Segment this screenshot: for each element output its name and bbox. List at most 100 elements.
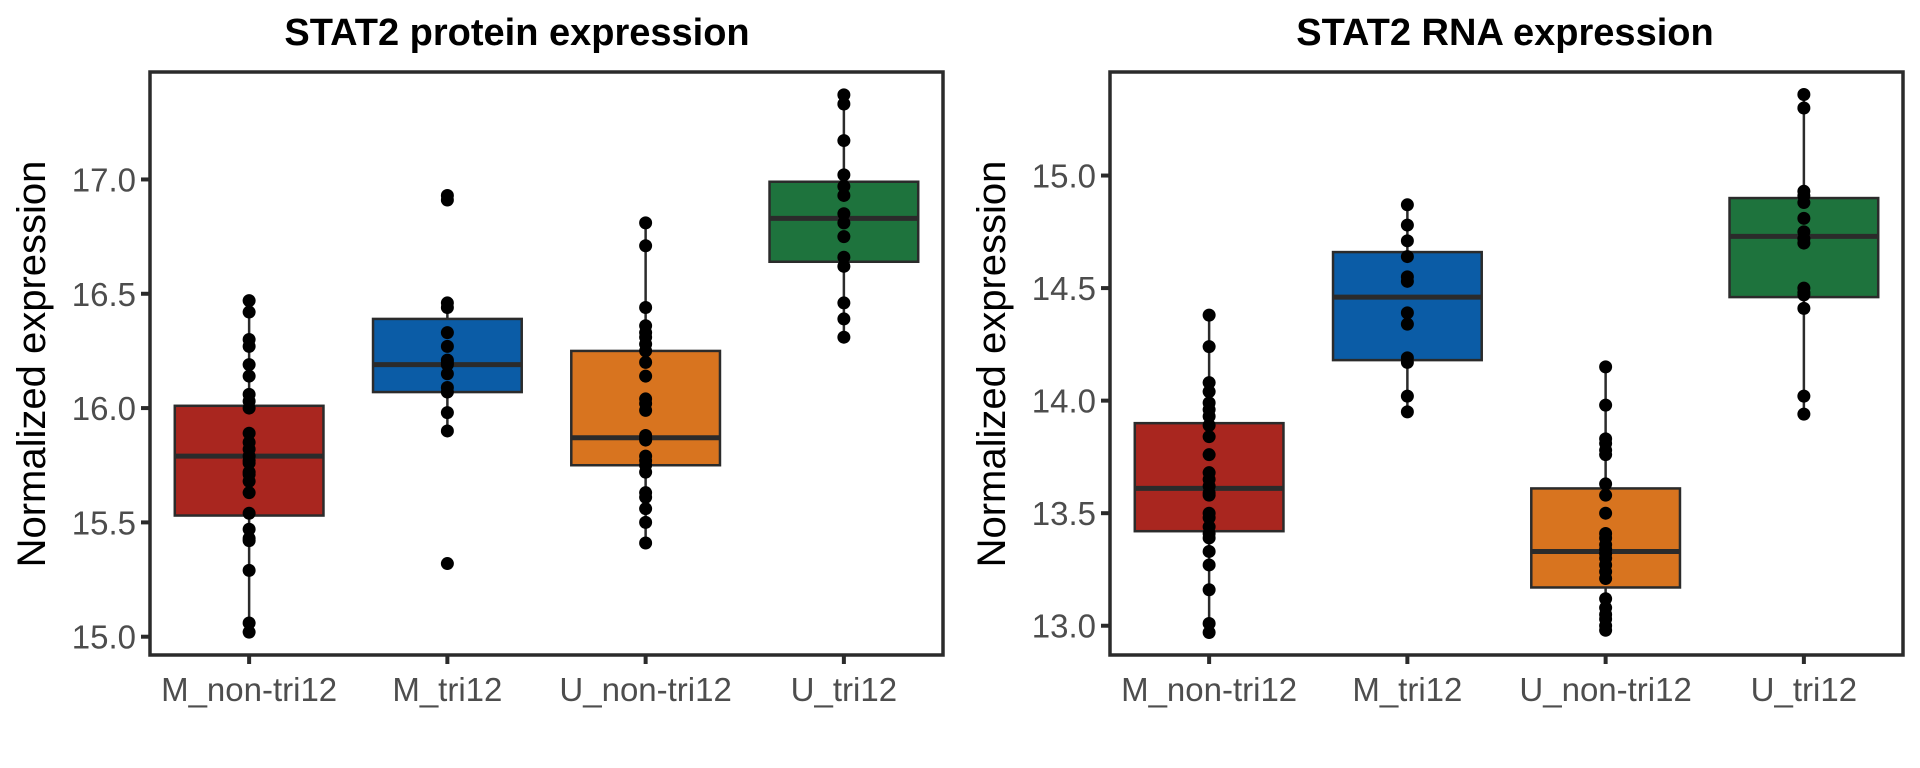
data-point (1202, 511, 1216, 525)
data-point (1202, 583, 1216, 597)
data-point (1400, 389, 1414, 403)
data-point (837, 312, 851, 326)
data-point (837, 134, 851, 148)
data-point (639, 490, 653, 504)
data-point (1400, 198, 1414, 212)
data-point (639, 355, 653, 369)
box-M_tri12 (1331, 198, 1483, 419)
data-point (1400, 405, 1414, 419)
data-point (1202, 376, 1216, 390)
data-point (1797, 407, 1811, 421)
chart-title: STAT2 protein expression (284, 12, 749, 54)
data-point (242, 522, 256, 536)
data-point (1599, 506, 1613, 520)
data-point (1599, 488, 1613, 502)
data-point (639, 300, 653, 314)
data-point (1400, 355, 1414, 369)
data-point (1599, 448, 1613, 462)
protein-expression-panel: STAT2 protein expression Normalized expr… (10, 12, 945, 708)
data-point (1202, 488, 1216, 502)
data-point (837, 250, 851, 264)
data-point (242, 305, 256, 319)
data-point (1202, 544, 1216, 558)
data-point (440, 367, 454, 381)
data-point (837, 230, 851, 244)
data-point (242, 534, 256, 548)
data-point (242, 369, 256, 383)
y-axis-title: Normalized expression (10, 161, 54, 568)
data-point (1599, 360, 1613, 374)
data-point (639, 369, 653, 383)
y-axis: 13.0 13.5 14.0 14.5 15.0 (1032, 158, 1110, 645)
data-point (1202, 409, 1216, 423)
data-point (837, 207, 851, 221)
data-point (1599, 398, 1613, 412)
data-point (242, 339, 256, 353)
data-point (242, 616, 256, 630)
data-point (1400, 274, 1414, 288)
data-point (837, 97, 851, 111)
box-U_tri12 (1728, 88, 1880, 421)
y-axis-title: Normalized expression (970, 161, 1014, 568)
y-tick-label: 14.0 (1032, 383, 1096, 420)
data-point (1202, 430, 1216, 444)
x-axis: M_non-tri12 M_tri12 U_non-tri12 U_tri12 (1121, 655, 1857, 708)
data-point (837, 179, 851, 193)
data-point (1400, 218, 1414, 232)
y-tick-label: 15.0 (1032, 158, 1096, 195)
data-point (1202, 308, 1216, 322)
y-axis: 15.0 15.5 16.0 16.5 17.0 (72, 161, 150, 656)
x-tick-label: M_tri12 (392, 671, 502, 708)
data-point (1797, 101, 1811, 115)
data-point (440, 326, 454, 340)
x-tick-label: U_tri12 (1751, 671, 1857, 708)
data-point (837, 168, 851, 182)
data-point (837, 88, 851, 102)
data-point (1400, 317, 1414, 331)
data-point (1202, 625, 1216, 639)
data-point (440, 358, 454, 372)
data-point (1797, 211, 1811, 225)
box-M_non-tri12 (1133, 308, 1285, 639)
y-tick-label: 13.0 (1032, 608, 1096, 645)
data-point (639, 515, 653, 529)
data-point (1599, 623, 1613, 637)
box-M_tri12 (371, 188, 523, 571)
box-U_tri12 (768, 88, 920, 344)
y-tick-label: 16.5 (72, 276, 136, 313)
data-point (242, 563, 256, 577)
rna-expression-panel: STAT2 RNA expression Normalized expressi… (970, 12, 1905, 708)
data-point (1202, 531, 1216, 545)
data-point (1797, 389, 1811, 403)
data-point (440, 406, 454, 420)
y-tick-label: 13.5 (1032, 495, 1096, 532)
data-point (1797, 288, 1811, 302)
x-tick-label: U_non-tri12 (1519, 671, 1691, 708)
chart-title: STAT2 RNA expression (1296, 12, 1713, 54)
data-point (242, 474, 256, 488)
data-point (1797, 196, 1811, 210)
data-point (1599, 571, 1613, 585)
data-point (440, 193, 454, 207)
data-point (837, 188, 851, 202)
plot-marks (173, 88, 920, 639)
data-point (837, 259, 851, 273)
data-point (639, 344, 653, 358)
data-point (440, 385, 454, 399)
x-axis: M_non-tri12 M_tri12 U_non-tri12 U_tri12 (161, 655, 897, 708)
data-point (837, 216, 851, 230)
box-U_non-tri12 (570, 216, 722, 550)
data-point (242, 401, 256, 415)
data-point (242, 625, 256, 639)
y-tick-label: 16.0 (72, 390, 136, 427)
box-iqr (1331, 250, 1483, 362)
panel-border (1108, 70, 1905, 657)
y-tick-label: 15.5 (72, 504, 136, 541)
data-point (639, 465, 653, 479)
box-M_non-tri12 (173, 294, 325, 639)
data-point (242, 486, 256, 500)
data-point (440, 339, 454, 353)
data-point (1400, 306, 1414, 320)
data-point (242, 358, 256, 372)
data-point (837, 330, 851, 344)
